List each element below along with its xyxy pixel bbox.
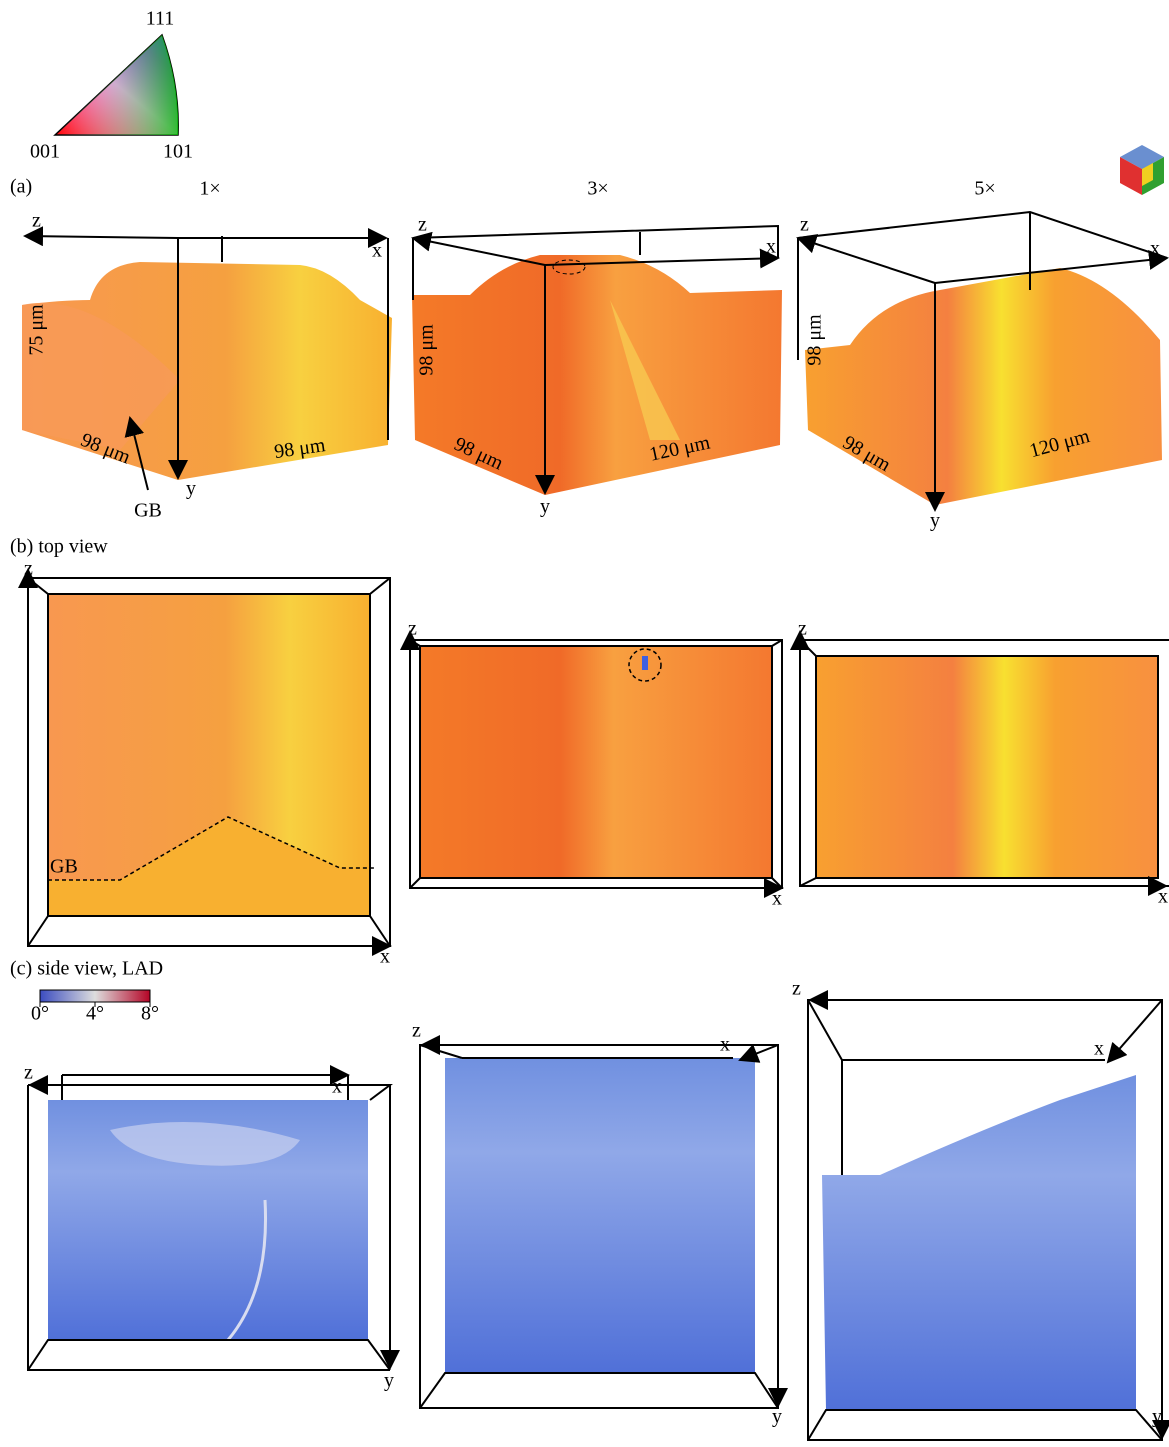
dimension-label: 98 μm xyxy=(416,324,438,376)
axis-z xyxy=(25,236,178,238)
axis-label: y xyxy=(540,496,550,518)
top-view-map xyxy=(816,656,1158,878)
axis-label: x xyxy=(372,240,382,262)
axis-x xyxy=(1108,1000,1162,1062)
colorbar-tick-label: 0° xyxy=(31,1003,49,1025)
volume-render xyxy=(805,268,1162,505)
colorbar-tick-label: 8° xyxy=(141,1003,159,1025)
axis-z xyxy=(798,238,935,283)
axis-label: y xyxy=(384,1370,394,1392)
axis-label: z xyxy=(792,978,801,1000)
axis-label: x xyxy=(380,946,390,968)
axis-label: x xyxy=(332,1076,342,1098)
column-title: 1× xyxy=(199,178,220,200)
figure: 111 001 101 (a) 1× 3× 5× z x y 75 μm 98 … xyxy=(0,0,1169,1447)
ipf-label: 101 xyxy=(163,141,193,163)
cube-icon xyxy=(1120,145,1164,195)
dimension-label: 75 μm xyxy=(26,304,48,356)
axis-x xyxy=(740,1045,778,1060)
axis-label: x xyxy=(720,1034,730,1056)
column-title: 5× xyxy=(974,178,995,200)
axis-label: x xyxy=(1158,886,1168,908)
axis-label: z xyxy=(408,618,417,640)
axis-z xyxy=(413,238,545,265)
column-title: 3× xyxy=(587,178,608,200)
axis-label: z xyxy=(418,214,427,236)
axis-label: z xyxy=(24,558,33,580)
axis-label: z xyxy=(412,1020,421,1042)
lad-map xyxy=(445,1058,755,1373)
top-view-map xyxy=(420,646,772,878)
lad-map xyxy=(822,1075,1136,1410)
ipf-label: 001 xyxy=(30,141,60,163)
axis-label: y xyxy=(186,478,196,500)
axis-label: z xyxy=(798,618,807,640)
axis-label: x xyxy=(1094,1038,1104,1060)
panel-label: (a) xyxy=(10,176,32,198)
axis-label: x xyxy=(766,236,776,258)
panel-label: (c) side view, LAD xyxy=(10,958,163,980)
axis-label: z xyxy=(24,1062,33,1084)
annotation: GB xyxy=(50,856,78,878)
axis-label: x xyxy=(1150,238,1160,260)
spot xyxy=(642,656,648,670)
axis-label: x xyxy=(772,888,782,910)
axis-label: y xyxy=(772,1406,782,1428)
ipf-label: 111 xyxy=(146,8,175,30)
axis-label: y xyxy=(1152,1406,1162,1428)
annotation: GB xyxy=(134,500,162,522)
ipf-tint xyxy=(55,35,178,135)
dimension-label: 98 μm xyxy=(804,314,826,366)
axis-label: z xyxy=(32,210,41,232)
colorbar xyxy=(40,990,150,1002)
panel-label: (b) top view xyxy=(10,536,108,558)
axis-label: y xyxy=(930,510,940,532)
colorbar-tick-label: 4° xyxy=(86,1003,104,1025)
colorbar-ticks: 0° 4° 8° xyxy=(31,1002,159,1025)
axis-label: z xyxy=(800,214,809,236)
